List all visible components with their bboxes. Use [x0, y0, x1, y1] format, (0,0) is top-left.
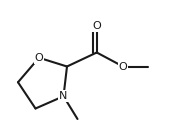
Text: O: O — [35, 53, 43, 63]
Text: O: O — [119, 61, 127, 72]
Text: O: O — [92, 21, 101, 31]
Text: N: N — [59, 91, 68, 101]
